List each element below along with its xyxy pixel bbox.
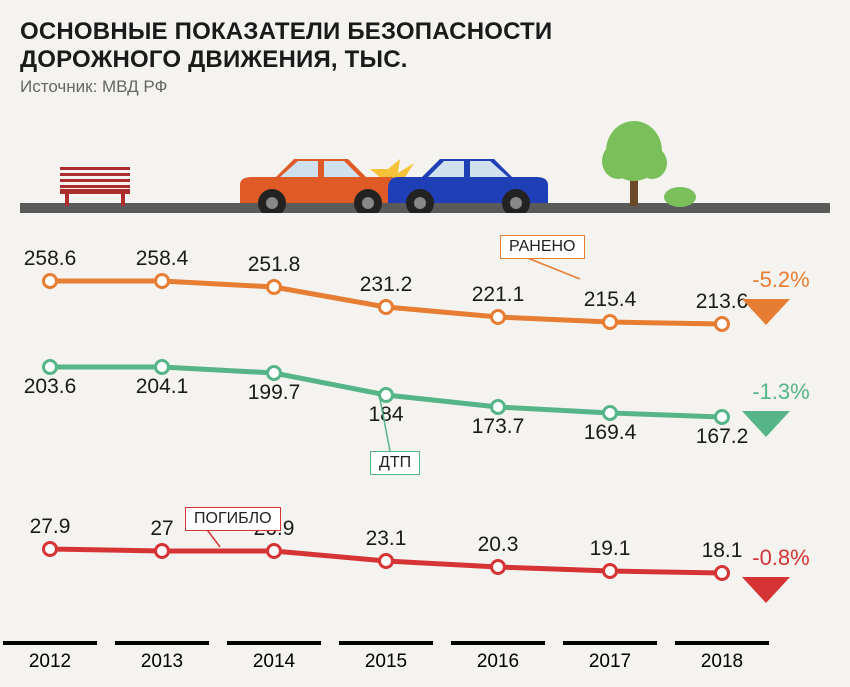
- xaxis-year: 2013: [141, 651, 183, 673]
- data-value: 184: [368, 403, 403, 426]
- xaxis-year: 2014: [253, 651, 295, 673]
- data-value: 169.4: [584, 421, 637, 444]
- series-label-accidents: ДТП: [370, 451, 420, 475]
- xaxis-year: 2016: [477, 651, 519, 673]
- pct-change-deaths: -0.8%: [738, 545, 824, 605]
- data-value: 27: [150, 517, 173, 540]
- pct-change-injured: -5.2%: [738, 267, 824, 327]
- pct-text: -0.8%: [738, 545, 824, 571]
- pct-text: -5.2%: [738, 267, 824, 293]
- data-value: 258.4: [136, 247, 189, 270]
- pct-text: -1.3%: [738, 379, 824, 405]
- xaxis-year: 2017: [589, 651, 631, 673]
- data-value: 221.1: [472, 283, 525, 306]
- xaxis-year: 2018: [701, 651, 743, 673]
- x-axis: 2012 2013 2014 2015 2016 2017 2018: [20, 641, 830, 677]
- data-value: 251.8: [248, 253, 301, 276]
- xaxis-tick: [115, 641, 209, 647]
- xaxis-tick: [339, 641, 433, 647]
- xaxis-tick: [227, 641, 321, 647]
- xaxis-year: 2012: [29, 651, 71, 673]
- data-value: 258.6: [24, 247, 77, 270]
- data-value: 18.1: [702, 539, 743, 562]
- pct-change-accidents: -1.3%: [738, 379, 824, 439]
- xaxis-year: 2015: [365, 651, 407, 673]
- data-value: 173.7: [472, 415, 525, 438]
- source-text: Источник: МВД РФ: [20, 77, 830, 97]
- data-value: 203.6: [24, 375, 77, 398]
- scene-svg: [20, 103, 830, 213]
- data-value: 204.1: [136, 375, 189, 398]
- data-value: 19.1: [590, 537, 631, 560]
- data-value: 27.9: [30, 515, 71, 538]
- data-value: 199.7: [248, 381, 301, 404]
- data-value: 20.3: [478, 533, 519, 556]
- xaxis-tick: [3, 641, 97, 647]
- down-arrow-icon: [738, 409, 794, 439]
- xaxis-tick: [563, 641, 657, 647]
- down-arrow-icon: [738, 297, 794, 327]
- xaxis-tick: [451, 641, 545, 647]
- chart-title: ОСНОВНЫЕ ПОКАЗАТЕЛИ БЕЗОПАСНОСТИ ДОРОЖНО…: [20, 18, 830, 73]
- chart-area: 258.6258.4251.8231.2221.1215.4213.6203.6…: [20, 219, 830, 639]
- title-line2: ДОРОЖНОГО ДВИЖЕНИЯ, ТЫС.: [20, 46, 408, 73]
- series-label-injured: РАНЕНО: [500, 235, 585, 259]
- data-value: 231.2: [360, 273, 413, 296]
- data-value: 23.1: [366, 527, 407, 550]
- illustration-scene: [20, 103, 830, 213]
- title-line1: ОСНОВНЫЕ ПОКАЗАТЕЛИ БЕЗОПАСНОСТИ: [20, 18, 552, 45]
- series-label-deaths: ПОГИБЛО: [185, 507, 281, 531]
- data-value: 215.4: [584, 288, 637, 311]
- down-arrow-icon: [738, 575, 794, 605]
- xaxis-tick: [675, 641, 769, 647]
- chart-svg: 258.6258.4251.8231.2221.1215.4213.6203.6…: [20, 219, 830, 639]
